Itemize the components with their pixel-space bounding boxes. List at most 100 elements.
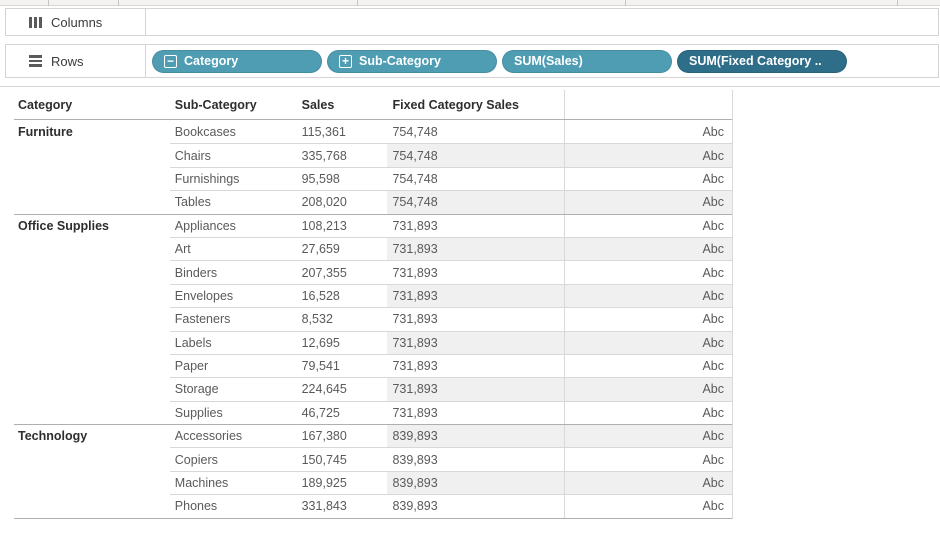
fixed-category-sales-cell[interactable]: 731,893 <box>387 283 565 308</box>
abc-placeholder-cell[interactable]: Abc <box>564 166 732 191</box>
abc-placeholder-cell[interactable]: Abc <box>564 120 732 144</box>
sales-cell[interactable]: 167,380 <box>301 429 347 444</box>
sub-category-cell[interactable]: Binders <box>169 260 296 283</box>
sub-category-cell[interactable]: Appliances <box>174 218 236 233</box>
sub-category-cell[interactable]: Chairs <box>169 143 296 166</box>
abc-placeholder-cell[interactable]: Abc <box>564 470 732 495</box>
category-cell <box>14 284 170 307</box>
minus-box-icon[interactable]: − <box>164 54 177 68</box>
abc-placeholder-cell[interactable]: Abc <box>564 236 732 261</box>
abc-placeholder-cell[interactable]: Abc <box>564 330 732 354</box>
sales-cell[interactable]: 189,925 <box>295 470 388 494</box>
table-row: Fasteners 8,532 731,893 Abc <box>14 307 732 331</box>
sales-cell[interactable]: 46,725 <box>295 400 388 424</box>
category-cell[interactable]: Technology <box>18 429 88 444</box>
abc-placeholder-cell[interactable]: Abc <box>564 425 732 448</box>
fixed-category-sales-cell[interactable]: 839,893 <box>387 425 565 448</box>
fixed-category-sales-cell[interactable]: 731,893 <box>387 330 565 354</box>
table-row: Machines 189,925 839,893 Abc <box>14 470 732 495</box>
sub-category-cell[interactable]: Copiers <box>169 447 296 470</box>
sub-category-cell[interactable]: Paper <box>169 353 296 377</box>
fixed-category-sales-cell[interactable]: 754,748 <box>392 124 438 139</box>
sales-cell[interactable]: 95,598 <box>295 166 388 190</box>
table-row: Storage 224,645 731,893 Abc <box>14 377 732 401</box>
rows-icon <box>29 55 42 67</box>
sub-category-cell[interactable]: Furnishings <box>169 166 296 190</box>
abc-placeholder-cell[interactable]: Abc <box>564 190 732 214</box>
category-cell <box>14 377 170 400</box>
category-cell <box>14 447 170 470</box>
columns-shelf-drop[interactable] <box>146 9 938 35</box>
header-abc-column <box>564 90 732 119</box>
sub-category-cell[interactable]: Labels <box>169 330 296 354</box>
abc-placeholder-cell[interactable]: Abc <box>564 400 732 425</box>
sales-cell[interactable]: 207,355 <box>295 260 388 283</box>
category-cell[interactable]: Furniture <box>18 124 73 139</box>
sales-cell[interactable]: 108,213 <box>301 218 347 233</box>
sub-category-cell[interactable]: Machines <box>169 470 296 494</box>
pill-category[interactable]: − Category <box>152 49 322 73</box>
rows-shelf[interactable]: Rows − Category + Sub-Category SUM(Sales) SUM… <box>5 44 939 78</box>
header-fixed-category-sales[interactable]: Fixed Category Sales <box>392 97 519 112</box>
header-sales[interactable]: Sales <box>301 97 335 112</box>
table-row: Tables 208,020 754,748 Abc <box>14 190 732 214</box>
fixed-category-sales-cell[interactable]: 839,893 <box>387 447 565 470</box>
fixed-category-sales-cell[interactable]: 754,748 <box>387 190 565 214</box>
sales-cell[interactable]: 335,768 <box>295 143 388 166</box>
sales-cell[interactable]: 16,528 <box>295 283 388 307</box>
sales-cell[interactable]: 115,361 <box>301 124 346 139</box>
sales-cell[interactable]: 79,541 <box>295 353 388 377</box>
worksheet-top-border <box>0 86 940 87</box>
pill-sum-sales[interactable]: SUM(Sales) <box>502 49 672 73</box>
fixed-category-sales-cell[interactable]: 839,893 <box>387 470 565 495</box>
sub-category-cell[interactable]: Phones <box>169 494 296 517</box>
abc-placeholder-cell[interactable]: Abc <box>564 307 732 331</box>
category-cell[interactable]: Office Supplies <box>18 218 109 233</box>
sales-cell[interactable]: 331,843 <box>295 494 388 517</box>
sub-category-cell[interactable]: Envelopes <box>169 283 296 307</box>
divider-tick <box>357 0 358 6</box>
sales-cell[interactable]: 150,745 <box>295 447 388 470</box>
abc-placeholder-cell[interactable]: Abc <box>564 353 732 378</box>
sales-cell[interactable]: 27,659 <box>295 236 388 260</box>
abc-placeholder-cell[interactable]: Abc <box>564 143 732 167</box>
text-table: Category Sub-Category Sales Fixed Catego… <box>14 90 733 519</box>
fixed-category-sales-cell[interactable]: 839,893 <box>387 494 565 517</box>
abc-placeholder-cell[interactable]: Abc <box>564 494 732 518</box>
sub-category-cell[interactable]: Storage <box>169 377 296 400</box>
sub-category-cell[interactable]: Tables <box>169 190 296 213</box>
fixed-category-sales-cell[interactable]: 731,893 <box>387 260 565 283</box>
sales-cell[interactable]: 208,020 <box>295 190 388 213</box>
sub-category-cell[interactable]: Bookcases <box>174 124 236 139</box>
fixed-category-sales-cell[interactable]: 731,893 <box>392 218 438 233</box>
columns-shelf[interactable]: Columns <box>5 8 939 36</box>
sub-category-cell[interactable]: Accessories <box>174 429 243 444</box>
fixed-category-sales-cell[interactable]: 731,893 <box>387 236 565 261</box>
sales-cell[interactable]: 12,695 <box>295 330 388 354</box>
sub-category-cell[interactable]: Fasteners <box>169 307 296 330</box>
plus-box-icon[interactable]: + <box>339 54 352 68</box>
fixed-category-sales-cell[interactable]: 754,748 <box>387 166 565 190</box>
header-sub-category[interactable]: Sub-Category <box>174 97 257 112</box>
fixed-category-sales-cell[interactable]: 731,893 <box>387 377 565 401</box>
abc-placeholder-cell[interactable]: Abc <box>564 260 732 284</box>
fixed-category-sales-cell[interactable]: 731,893 <box>387 400 565 424</box>
abc-placeholder-cell[interactable]: Abc <box>564 447 732 471</box>
category-cell <box>14 307 170 330</box>
sub-category-cell[interactable]: Art <box>169 236 296 260</box>
fixed-category-sales-cell[interactable]: 731,893 <box>387 307 565 330</box>
table-row: Supplies 46,725 731,893 Abc <box>14 400 732 425</box>
pill-sub-category[interactable]: + Sub-Category <box>327 49 497 73</box>
fixed-category-sales-cell[interactable]: 754,748 <box>387 143 565 167</box>
sub-category-cell[interactable]: Supplies <box>169 400 296 424</box>
pill-sum-fixed-category[interactable]: SUM(Fixed Category .. <box>677 49 847 73</box>
sales-cell[interactable]: 224,645 <box>295 377 388 400</box>
abc-placeholder-cell[interactable]: Abc <box>564 283 732 308</box>
abc-placeholder-cell[interactable]: Abc <box>564 214 732 237</box>
category-cell <box>14 237 170 260</box>
rows-shelf-drop[interactable]: − Category + Sub-Category SUM(Sales) SUM(Fixe… <box>146 45 938 77</box>
abc-placeholder-cell[interactable]: Abc <box>564 377 732 401</box>
header-category[interactable]: Category <box>18 97 73 112</box>
sales-cell[interactable]: 8,532 <box>295 307 388 330</box>
fixed-category-sales-cell[interactable]: 731,893 <box>387 353 565 377</box>
